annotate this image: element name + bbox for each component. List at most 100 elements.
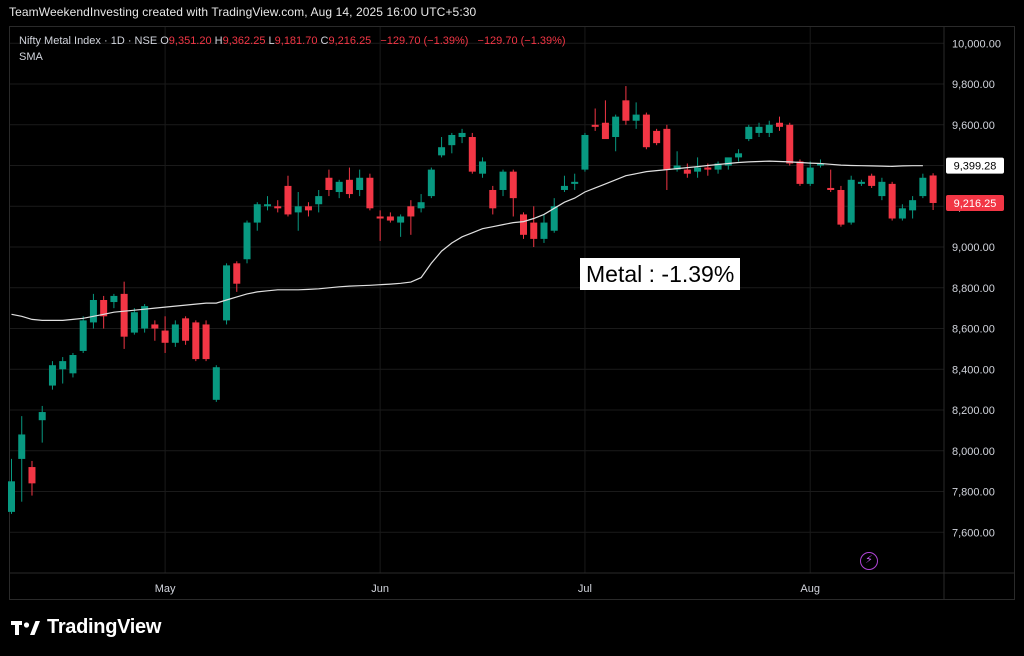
- x-tick-label: May: [155, 583, 176, 595]
- candle-body-up[interactable]: [438, 147, 446, 156]
- candle-body-up[interactable]: [571, 181, 579, 184]
- candle-body-up[interactable]: [806, 167, 814, 184]
- candle-body-up[interactable]: [612, 116, 620, 138]
- candle-body-down[interactable]: [520, 214, 527, 235]
- candle-body-up[interactable]: [673, 165, 681, 170]
- candle-body-down[interactable]: [182, 318, 190, 341]
- candle-body-up[interactable]: [724, 157, 732, 166]
- candle-body-down[interactable]: [284, 185, 292, 215]
- sma-line[interactable]: [11, 160, 923, 321]
- candle-body-up[interactable]: [243, 222, 251, 260]
- candle-body-up[interactable]: [69, 355, 77, 374]
- candle-body-up[interactable]: [110, 295, 118, 303]
- candle-body-down[interactable]: [642, 114, 650, 148]
- candle-body-down[interactable]: [776, 122, 783, 127]
- candle-body-up[interactable]: [479, 161, 487, 174]
- candle-body-down[interactable]: [683, 169, 691, 174]
- candle-body-down[interactable]: [325, 177, 333, 190]
- candle-body-up[interactable]: [765, 124, 773, 133]
- x-tick-label: Jun: [371, 583, 389, 595]
- candle-body-down[interactable]: [151, 324, 159, 329]
- candle-body-up[interactable]: [919, 177, 927, 197]
- candle-body-down[interactable]: [120, 293, 128, 337]
- candle-body-down[interactable]: [868, 175, 876, 186]
- candle-body-up[interactable]: [212, 367, 220, 400]
- candle-body-up[interactable]: [253, 204, 261, 223]
- candle-body-up[interactable]: [315, 196, 323, 205]
- candle-body-down[interactable]: [100, 300, 108, 317]
- candle-body-up[interactable]: [581, 134, 589, 170]
- candle-body-up[interactable]: [18, 434, 26, 459]
- candle-body-down[interactable]: [786, 124, 794, 164]
- candle-body-down[interactable]: [489, 189, 497, 209]
- candle-body-up[interactable]: [857, 181, 865, 184]
- last-price-label-bg: [946, 194, 1004, 211]
- candle-body-up[interactable]: [417, 202, 425, 209]
- candle-body-up[interactable]: [448, 134, 456, 146]
- candle-body-up[interactable]: [294, 206, 302, 213]
- candle-body-down[interactable]: [622, 100, 630, 121]
- candle-body-up[interactable]: [89, 300, 97, 323]
- candle-body-down[interactable]: [376, 216, 384, 219]
- candle-body-down[interactable]: [796, 161, 804, 184]
- candle-body-up[interactable]: [909, 200, 917, 211]
- candle-body-down[interactable]: [345, 179, 353, 195]
- candle-body-up[interactable]: [499, 171, 507, 190]
- candle-body-up[interactable]: [141, 306, 149, 329]
- candle-body-up[interactable]: [540, 222, 548, 239]
- candle-body-down[interactable]: [929, 175, 937, 203]
- candle-body-up[interactable]: [458, 132, 466, 138]
- candle-body-up[interactable]: [427, 169, 435, 197]
- candle-body-up[interactable]: [397, 216, 405, 223]
- candle-body-up[interactable]: [8, 481, 15, 512]
- candle-body-down[interactable]: [530, 222, 538, 239]
- candle-body-down[interactable]: [304, 206, 312, 211]
- candle-body-up[interactable]: [223, 265, 231, 321]
- candle-body-down[interactable]: [161, 330, 169, 343]
- candle-body-up[interactable]: [694, 167, 702, 172]
- candle-body-down[interactable]: [591, 124, 599, 127]
- candle-body-down[interactable]: [366, 177, 374, 209]
- candle-body-up[interactable]: [745, 126, 753, 140]
- lightning-icon[interactable]: ⚡: [860, 552, 878, 570]
- candle-body-up[interactable]: [560, 185, 568, 190]
- candle-body-down[interactable]: [837, 189, 845, 225]
- candle-body-down[interactable]: [407, 206, 415, 217]
- candle-body-up[interactable]: [59, 361, 67, 370]
- candle-body-down[interactable]: [888, 183, 896, 219]
- candle-body-up[interactable]: [735, 153, 743, 158]
- candle-body-down[interactable]: [653, 130, 661, 144]
- candle-body-down[interactable]: [28, 467, 36, 484]
- candle-body-up[interactable]: [79, 320, 87, 351]
- candle-body-down[interactable]: [202, 324, 210, 360]
- candle-body-down[interactable]: [663, 128, 671, 170]
- candle-body-up[interactable]: [38, 412, 46, 421]
- sma-indicator-label[interactable]: SMA: [19, 51, 43, 63]
- candle-body-down[interactable]: [468, 137, 476, 172]
- candle-body-down[interactable]: [192, 322, 200, 360]
- candle-body-up[interactable]: [356, 177, 364, 190]
- candle-body-down[interactable]: [386, 216, 394, 221]
- candle-body-up[interactable]: [335, 181, 343, 193]
- candle-body-down[interactable]: [601, 122, 609, 140]
- candle-body-up[interactable]: [48, 365, 56, 386]
- candle-body-up[interactable]: [755, 126, 763, 133]
- candle-body-up[interactable]: [264, 204, 271, 207]
- candle-body-up[interactable]: [898, 208, 906, 219]
- candle-body-up[interactable]: [847, 179, 855, 223]
- candle-body-up[interactable]: [714, 163, 722, 170]
- candle-body-down[interactable]: [274, 206, 282, 209]
- candle-body-down[interactable]: [233, 263, 241, 284]
- y-tick-label: 8,600.00: [952, 324, 995, 336]
- candle-body-down[interactable]: [704, 167, 712, 170]
- candle-body-up[interactable]: [632, 114, 640, 121]
- candle-body-up[interactable]: [816, 163, 824, 166]
- candle-body-down[interactable]: [509, 171, 517, 199]
- candle-body-down[interactable]: [827, 187, 835, 190]
- candle-body-up[interactable]: [130, 312, 138, 333]
- y-tick-label: 8,200.00: [952, 405, 995, 417]
- candle-body-up[interactable]: [878, 181, 886, 197]
- candle-body-up[interactable]: [550, 206, 558, 231]
- candle-body-up[interactable]: [171, 324, 179, 343]
